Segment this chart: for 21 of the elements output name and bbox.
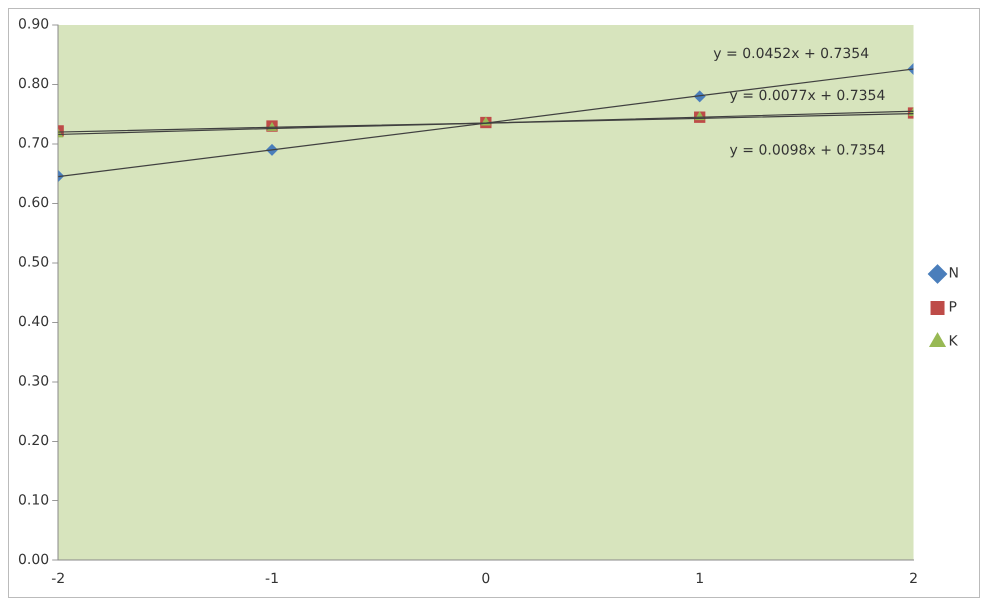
x-tick-label: -2	[51, 571, 66, 588]
y-tick-label: 0.60	[18, 195, 50, 212]
legend-label: N	[948, 266, 960, 282]
legend-label: P	[948, 300, 957, 316]
x-tick-label: -1	[265, 571, 279, 588]
x-tick-label: 1	[695, 571, 704, 588]
x-tick-label: 2	[909, 571, 918, 588]
y-tick-label: 0.30	[18, 373, 50, 390]
y-tick-label: 0.10	[18, 492, 50, 508]
legend-label: K	[948, 334, 959, 350]
y-tick-label: 0.20	[18, 432, 50, 449]
y-tick-label: 0.00	[18, 552, 50, 568]
annotation: y = 0.0077x + 0.7354	[730, 88, 886, 104]
annotation: y = 0.0452x + 0.7354	[713, 46, 870, 62]
y-tick-label: 0.70	[18, 136, 50, 152]
y-tick-label: 0.50	[18, 254, 50, 271]
x-tick-label: 0	[481, 571, 490, 588]
y-tick-label: 0.80	[18, 76, 50, 92]
y-tick-label: 0.90	[18, 16, 50, 33]
annotation: y = 0.0098x + 0.7354	[730, 142, 886, 158]
y-tick-label: 0.40	[18, 314, 50, 330]
